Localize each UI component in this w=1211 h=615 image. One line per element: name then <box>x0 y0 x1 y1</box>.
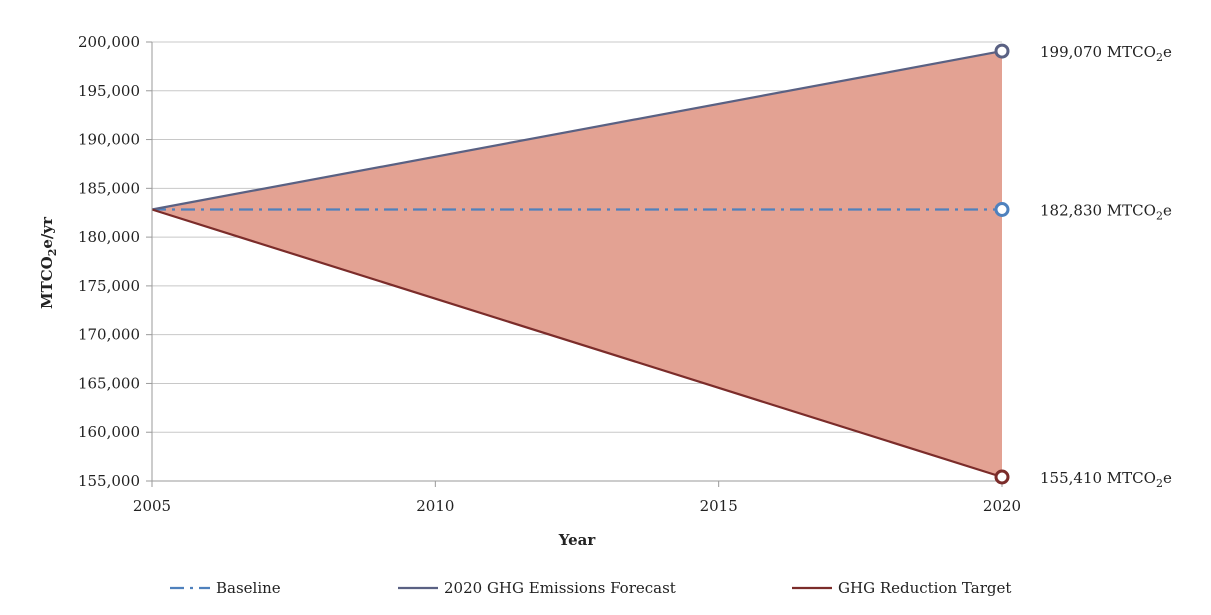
series-lines <box>151 49 1003 479</box>
x-axis-ticks: 2005 2010 2015 2020 <box>133 481 1021 515</box>
series-line-2020-ghg-emissions-forecast <box>151 49 1003 211</box>
y-tick-label: 185,000 <box>78 179 140 197</box>
end-value-label: 155,410 MTCO2e <box>1040 469 1172 490</box>
y-tick-label: 190,000 <box>78 131 140 149</box>
y-tick-label: 200,000 <box>78 33 140 51</box>
end-marker <box>994 469 1010 485</box>
y-tick-label: 175,000 <box>78 277 140 295</box>
series-line-ghg-reduction-target <box>151 208 1003 479</box>
x-axis-title: Year <box>558 531 597 549</box>
reduction-gap-area <box>152 51 1002 478</box>
end-marker <box>994 202 1010 218</box>
end-labels: 182,830 MTCO2e 199,070 MTCO2e 155,410 MTCO… <box>1040 43 1172 490</box>
end-marker <box>994 43 1010 59</box>
legend-label: 2020 GHG Emissions Forecast <box>444 579 676 597</box>
end-value-label: 199,070 MTCO2e <box>1040 43 1172 64</box>
x-tick-label: 2005 <box>133 497 171 515</box>
legend: Baseline 2020 GHG Emissions Forecast GHG R… <box>170 579 1011 597</box>
legend-label: GHG Reduction Target <box>838 579 1011 597</box>
y-tick-label: 165,000 <box>78 374 140 392</box>
y-tick-label: 155,000 <box>78 472 140 490</box>
x-tick-label: 2020 <box>983 497 1021 515</box>
axes <box>151 42 1002 482</box>
y-tick-label: 160,000 <box>78 423 140 441</box>
x-tick-label: 2010 <box>416 497 454 515</box>
y-tick-label: 195,000 <box>78 82 140 100</box>
legend-label: Baseline <box>216 579 281 597</box>
x-tick-label: 2015 <box>700 497 738 515</box>
y-axis-ticks: 155,000 160,000 165,000 170,000 175,000 180,0… <box>78 33 152 490</box>
y-tick-label: 180,000 <box>78 228 140 246</box>
y-axis-title: MTCO2e/yr <box>38 216 59 309</box>
end-value-label: 182,830 MTCO2e <box>1040 202 1172 223</box>
y-tick-label: 170,000 <box>78 326 140 344</box>
end-markers <box>994 43 1010 485</box>
